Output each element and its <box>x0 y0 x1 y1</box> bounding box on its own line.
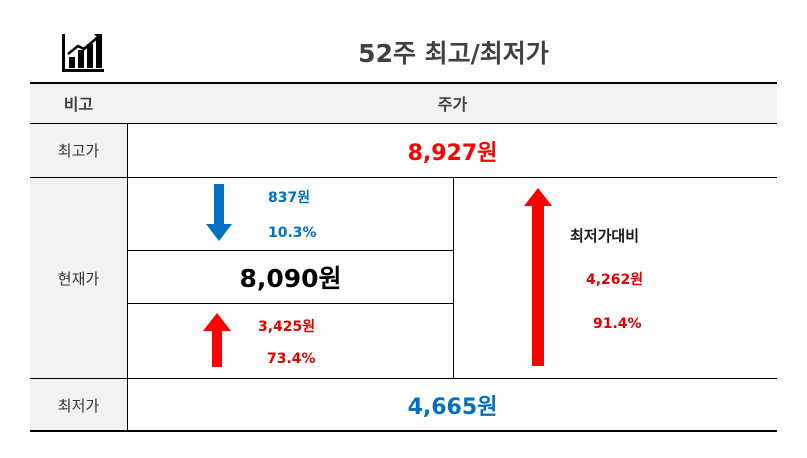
current-price-value: 8,090원 <box>239 264 342 293</box>
column-divider <box>127 124 128 431</box>
label-cell-high <box>30 124 127 177</box>
low-price-value: 4,665원 <box>407 395 498 420</box>
from-low-percent: 73.4% <box>267 351 316 367</box>
divider <box>128 303 453 304</box>
row-label-high: 최고가 <box>57 142 100 160</box>
table-top-border <box>30 82 777 84</box>
from-high-diff: 837원 <box>268 190 311 206</box>
table-header-row <box>30 83 777 123</box>
from-high-percent: 10.3% <box>268 225 317 241</box>
range-up-arrow-icon <box>523 188 553 366</box>
divider <box>30 123 777 124</box>
bar-chart-trend-icon <box>60 32 106 74</box>
range-label: 최저가대비 <box>570 227 640 245</box>
label-cell-current <box>30 178 127 378</box>
divider <box>30 177 777 178</box>
label-cell-low <box>30 379 127 431</box>
row-label-current: 현재가 <box>57 269 100 288</box>
from-low-diff: 3,425원 <box>258 319 316 335</box>
range-diff: 4,262원 <box>586 272 644 288</box>
header-label-note: 비고 <box>63 95 94 114</box>
page-title: 52주 최고/최저가 <box>358 39 549 68</box>
down-arrow-icon <box>205 184 233 242</box>
high-price-value: 8,927원 <box>407 140 498 166</box>
column-divider <box>453 178 454 378</box>
divider <box>30 378 777 379</box>
up-arrow-icon <box>202 313 232 367</box>
header-label-price: 주가 <box>437 95 468 114</box>
range-percent: 91.4% <box>593 316 642 332</box>
table-bottom-border <box>30 430 777 432</box>
divider <box>128 250 453 251</box>
row-label-low: 최저가 <box>57 396 100 415</box>
